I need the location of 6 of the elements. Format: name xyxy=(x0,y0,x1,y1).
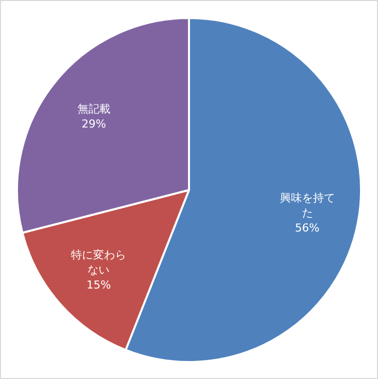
slice-label: 特に変わらない xyxy=(71,248,126,277)
data-label: 56% xyxy=(295,222,320,235)
data-label: 15% xyxy=(86,278,111,292)
data-label: 29% xyxy=(82,118,106,131)
slice-label: 無記載 xyxy=(77,102,110,116)
slice-label: 興味を持てた xyxy=(280,192,335,220)
